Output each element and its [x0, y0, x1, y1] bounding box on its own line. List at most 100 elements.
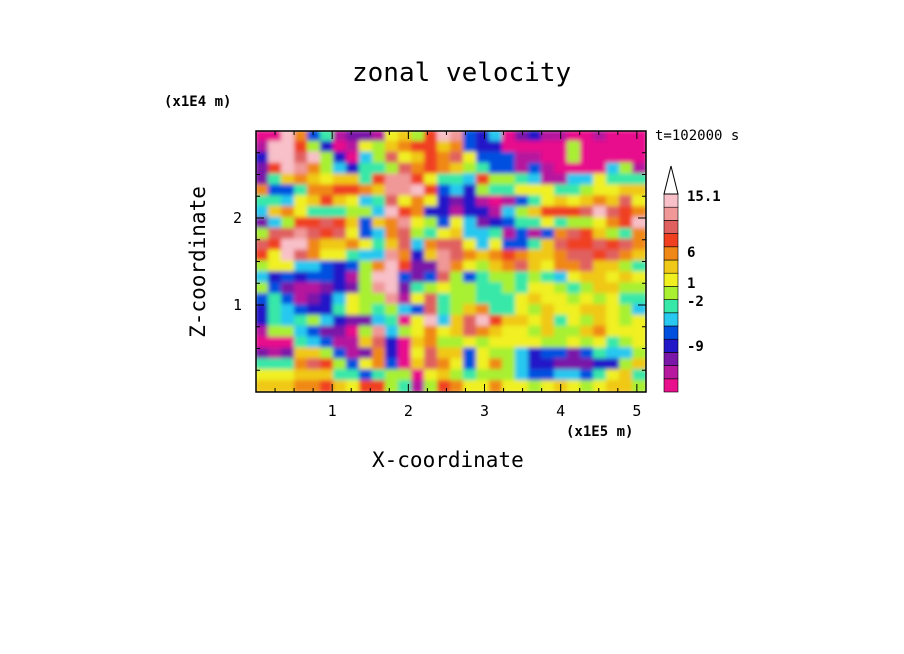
heatmap-cell [567, 347, 582, 361]
heatmap-cell [632, 282, 646, 296]
colorbar-segment [663, 246, 679, 261]
heatmap-cell [541, 325, 556, 339]
heatmap-cell [528, 325, 543, 339]
heatmap-cell [528, 260, 543, 274]
heatmap-cell [372, 249, 387, 263]
heatmap-cell [476, 369, 491, 383]
heatmap-cell [411, 304, 426, 317]
heatmap-cell [372, 347, 387, 361]
heatmap-cell [437, 325, 452, 339]
heatmap-cell [554, 325, 569, 339]
heatmap-cell [398, 380, 413, 392]
heatmap-cell [320, 325, 335, 339]
colorbar-segment [663, 352, 679, 366]
heatmap-cell [372, 217, 387, 230]
heatmap-cell [450, 304, 465, 317]
colorbar-segment [663, 378, 679, 393]
heatmap-cell [411, 358, 426, 372]
heatmap-cell [385, 206, 400, 219]
heatmap-cell [541, 380, 556, 392]
heatmap-cell [411, 347, 426, 361]
heatmap-cell [256, 336, 270, 350]
heatmap-cell [541, 162, 556, 176]
heatmap-cell [437, 140, 452, 154]
heatmap-cell [281, 162, 296, 176]
heatmap-cell [333, 325, 348, 339]
heatmap-cell [554, 131, 569, 143]
heatmap-cell [476, 304, 491, 317]
heatmap-cell [372, 304, 387, 317]
x-axis-label: X-coordinate [372, 448, 524, 472]
heatmap-cell [437, 238, 452, 252]
heatmap-cell [385, 217, 400, 230]
heatmap-cell [463, 336, 478, 350]
heatmap-cell [515, 260, 530, 274]
heatmap-cell [567, 336, 582, 350]
heatmap-cell [256, 282, 270, 296]
x-tick-label: 1 [328, 402, 337, 420]
heatmap-cell [632, 151, 646, 165]
heatmap-cell [489, 206, 504, 219]
heatmap-cell [346, 325, 361, 339]
heatmap-cell [580, 304, 595, 317]
heatmap-cell [476, 314, 491, 328]
heatmap-cell [489, 380, 504, 392]
heatmap-cell [398, 184, 413, 198]
heatmap-cell [593, 347, 608, 361]
heatmap-cell [411, 217, 426, 230]
heatmap-cell [268, 325, 283, 339]
heatmap-cell [385, 140, 400, 154]
heatmap-cell [450, 271, 465, 285]
heatmap-cell [359, 358, 374, 372]
heatmap-cell [385, 131, 400, 143]
colorbar: 15.1 6 1 -2 -9 [663, 165, 721, 393]
heatmap-cell [307, 304, 322, 317]
heatmap-cell [281, 173, 296, 187]
heatmap-cell [632, 293, 646, 306]
heatmap-cell [463, 131, 478, 143]
heatmap-cell [580, 151, 595, 165]
heatmap-cell [385, 173, 400, 187]
heatmap-cell [268, 184, 283, 198]
heatmap-cell [580, 206, 595, 219]
heatmap-cell [580, 217, 595, 230]
heatmap-cell [502, 325, 517, 339]
heatmap-cell [256, 184, 270, 198]
heatmap-cell [398, 293, 413, 306]
heatmap-cell [294, 304, 309, 317]
heatmap-cell [476, 271, 491, 285]
heatmap-cell [567, 358, 582, 372]
heatmap-cell [502, 184, 517, 198]
heatmap-cell [385, 271, 400, 285]
colorbar-segment [663, 365, 679, 380]
heatmap-cell [281, 347, 296, 361]
heatmap-cell [398, 282, 413, 296]
heatmap-cell [268, 217, 283, 230]
heatmap-cell [593, 293, 608, 306]
heatmap-cell [463, 358, 478, 372]
heatmap-cell [619, 325, 634, 339]
heatmap-cell [320, 227, 335, 241]
heatmap-cell [593, 140, 608, 154]
heatmap-cell [398, 140, 413, 154]
heatmap-cell [606, 140, 621, 154]
heatmap-cell [554, 140, 569, 154]
heatmap-cell [463, 380, 478, 392]
heatmap-cell [619, 217, 634, 230]
heatmap-cell [424, 358, 439, 372]
heatmap-cell [567, 238, 582, 252]
heatmap-cell [256, 227, 270, 241]
heatmap-cell [580, 173, 595, 187]
heatmap-cell [463, 271, 478, 285]
heatmap-cell [346, 369, 361, 383]
heatmap-cell [268, 131, 283, 143]
colorbar-segment [663, 272, 679, 287]
heatmap-cell [541, 249, 556, 263]
heatmap-cell [463, 206, 478, 219]
heatmap-cell [372, 369, 387, 383]
heatmap-cell [333, 369, 348, 383]
heatmap-cell [619, 140, 634, 154]
heatmap-cell [463, 282, 478, 296]
heatmap-cell [411, 195, 426, 209]
heatmap-cell [528, 380, 543, 392]
